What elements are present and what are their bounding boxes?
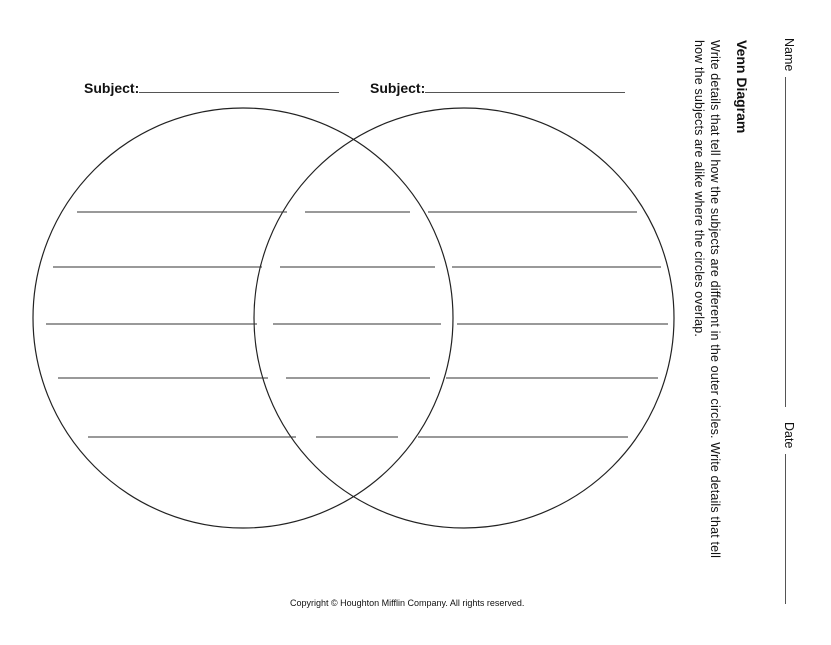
subject-right-label: Subject:	[370, 80, 426, 96]
name-label: Name	[782, 38, 796, 72]
date-label: Date	[782, 422, 796, 449]
subject-left: Subject:	[84, 76, 340, 96]
name-field: Name	[782, 38, 796, 408]
left-circle	[32, 107, 454, 529]
copyright-notice: Copyright © Houghton Mifflin Company. Al…	[290, 598, 525, 608]
right-circle	[253, 107, 675, 529]
name-input-line[interactable]	[785, 77, 786, 408]
date-field: Date	[782, 422, 796, 605]
date-input-line[interactable]	[785, 454, 786, 605]
instructions-line-2: how the subjects are alike where the cir…	[692, 40, 706, 337]
page-title: Venn Diagram	[734, 40, 750, 134]
subject-left-field[interactable]	[139, 92, 340, 93]
subject-left-label: Subject:	[84, 80, 140, 96]
subject-right: Subject:	[370, 76, 626, 96]
instructions-line-1: Write details that tell how the subjects…	[708, 40, 722, 559]
subject-right-field[interactable]	[425, 92, 626, 93]
